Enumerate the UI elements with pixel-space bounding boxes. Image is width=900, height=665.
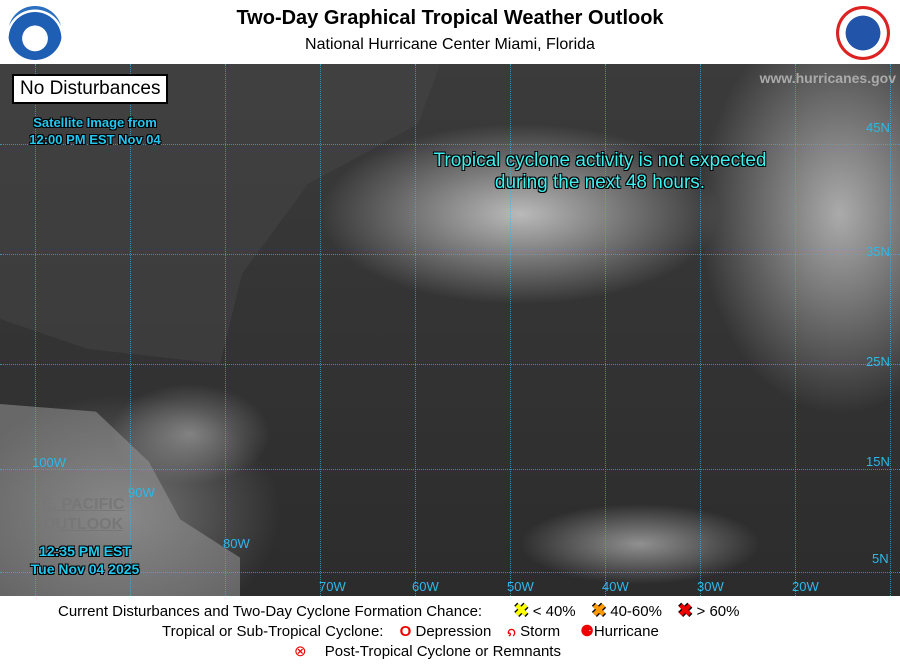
post-tropical-label: Post-Tropical Cyclone or Remnants <box>324 643 561 660</box>
website-link[interactable]: www.hurricanes.gov <box>759 70 896 86</box>
chance-high: > 60% <box>696 603 740 620</box>
page-title: Two-Day Graphical Tropical Weather Outlo… <box>236 7 664 29</box>
page-subtitle: National Hurricane Center Miami, Florida <box>305 36 595 53</box>
storm-icon: ၵ <box>507 623 516 640</box>
post-tropical-icon: ⊗ <box>294 643 307 660</box>
legend-row-formation: Current Disturbances and Two-Day Cyclone… <box>58 601 739 621</box>
lon-label: 100W <box>32 455 66 470</box>
message-line: during the next 48 hours. <box>494 172 706 193</box>
legend-row-post: ⊗ Post-Tropical Cyclone or Remnants <box>294 642 561 660</box>
grid-line <box>890 64 891 596</box>
issued-line: Tue Nov 04 2025 <box>30 561 140 577</box>
grid-line <box>0 144 900 145</box>
issued-line: 12:35 PM EST <box>39 543 131 559</box>
grid-line <box>510 64 511 596</box>
lat-label: 35N <box>866 244 890 259</box>
legend: Current Disturbances and Two-Day Cyclone… <box>0 596 900 665</box>
lon-label: 20W <box>792 579 819 594</box>
hurricane-label: Hurricane <box>593 623 659 640</box>
nws-logo[interactable] <box>836 6 890 60</box>
grid-line <box>130 64 131 596</box>
legend-row-cyclone: Tropical or Sub-Tropical Cyclone: O Depr… <box>162 622 659 644</box>
grid-line <box>35 64 36 596</box>
grid-line <box>605 64 606 596</box>
message-line: Tropical cyclone activity is not expecte… <box>433 150 767 171</box>
lat-label: 45N <box>866 120 890 135</box>
grid-line <box>0 469 900 470</box>
header: Two-Day Graphical Tropical Weather Outlo… <box>0 0 900 64</box>
grid-line <box>0 364 900 365</box>
hurricane-icon: ⚈ <box>580 623 594 640</box>
lat-label: 25N <box>866 354 890 369</box>
satellite-label-line: Satellite Image from <box>33 115 157 130</box>
grid-line <box>225 64 226 596</box>
lon-label: 60W <box>412 579 439 594</box>
outlook-message: Tropical cyclone activity is not expecte… <box>380 150 820 194</box>
issued-time: 12:35 PM EST Tue Nov 04 2025 <box>15 542 155 578</box>
status-box: No Disturbances <box>12 74 169 104</box>
chance-low: < 40% <box>532 603 576 620</box>
lon-label: 30W <box>697 579 724 594</box>
grid-line <box>795 64 796 596</box>
noaa-logo[interactable] <box>8 6 62 60</box>
storm-label: Storm <box>520 623 561 640</box>
depression-label: Depression <box>415 623 492 640</box>
lon-label: 40W <box>602 579 629 594</box>
lat-label: 5N <box>872 551 889 566</box>
lon-label: 50W <box>507 579 534 594</box>
satellite-map[interactable]: 45N 35N 25N 15N 5N 100W 90W 80W 70W 60W … <box>0 64 900 596</box>
satellite-label-line: 12:00 PM EST Nov 04 <box>29 132 161 147</box>
epac-line: OUTLOOK <box>43 516 124 533</box>
depression-icon: O <box>399 623 412 640</box>
epac-line: E. PACIFIC <box>42 496 125 513</box>
lat-label: 15N <box>866 454 890 469</box>
epac-outlook-link[interactable]: E. PACIFIC OUTLOOK <box>42 495 124 535</box>
lon-label: 80W <box>223 536 250 551</box>
north-america-land <box>0 64 440 364</box>
grid-line <box>415 64 416 596</box>
x-orange-icon: ✖ <box>591 601 607 620</box>
grid-line <box>0 572 900 573</box>
x-red-icon: ✖ <box>678 601 693 620</box>
lon-label: 70W <box>319 579 346 594</box>
grid-line <box>0 254 900 255</box>
formation-label: Current Disturbances and Two-Day Cyclone… <box>58 603 483 620</box>
cyclone-label: Tropical or Sub-Tropical Cyclone: <box>162 623 384 640</box>
x-yellow-icon: ✖ <box>514 601 529 620</box>
grid-line <box>320 64 321 596</box>
lon-label: 90W <box>128 485 155 500</box>
chance-medium: 40-60% <box>610 603 662 620</box>
grid-line <box>700 64 701 596</box>
satellite-time: Satellite Image from 12:00 PM EST Nov 04 <box>10 114 180 148</box>
